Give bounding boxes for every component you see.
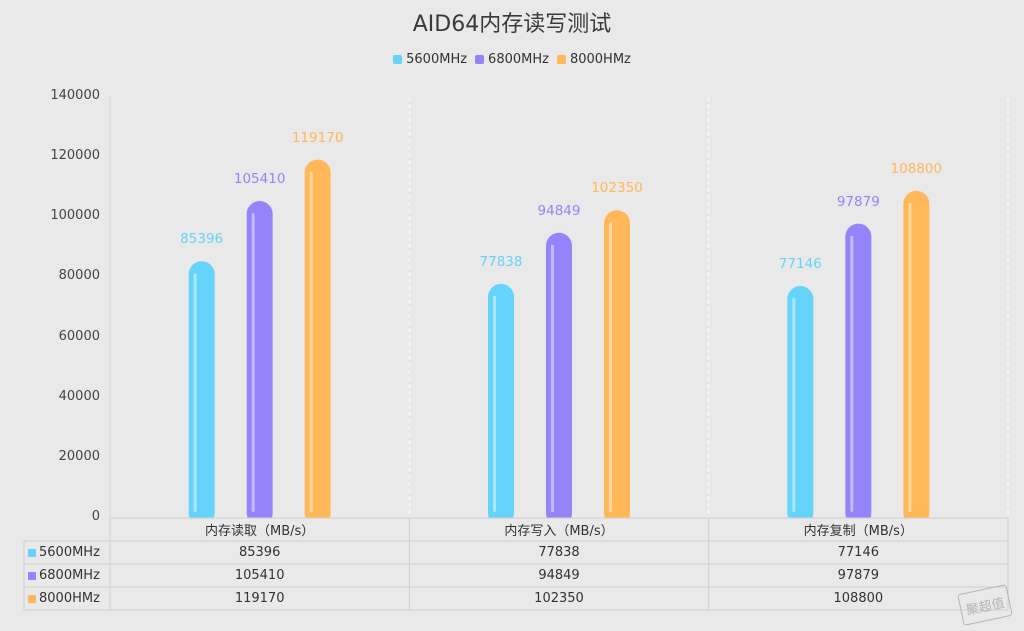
bar-highlight xyxy=(609,222,612,512)
table-value-cell: 119170 xyxy=(234,591,285,606)
table-row-name: 6800MHz xyxy=(39,568,100,583)
y-tick-label: 100000 xyxy=(50,208,100,224)
table-row-swatch xyxy=(28,594,36,603)
bar xyxy=(845,223,872,526)
table-value-cell: 102350 xyxy=(534,591,584,606)
table-row-swatch xyxy=(28,571,36,580)
legend-item[interactable]: 6800MHz xyxy=(475,52,549,67)
data-label: 94849 xyxy=(537,202,581,219)
legend-swatch xyxy=(556,55,566,64)
table-value-cell: 77838 xyxy=(538,545,580,560)
data-label: 108800 xyxy=(890,160,943,177)
data-label: 119170 xyxy=(291,129,344,146)
data-label: 85396 xyxy=(180,231,224,248)
data-label: 77838 xyxy=(479,253,523,270)
y-tick-label: 40000 xyxy=(58,388,100,404)
baseline-cover xyxy=(110,518,1008,528)
bar xyxy=(488,283,514,526)
bar-highlight xyxy=(193,273,197,512)
data-label: 77146 xyxy=(778,256,822,272)
y-tick-label: 140000 xyxy=(50,88,100,103)
data-label: 97879 xyxy=(836,193,880,210)
bar-highlight xyxy=(792,298,796,512)
table-value-cell: 94849 xyxy=(538,568,580,583)
table-row-name: 8000HMz xyxy=(39,591,100,606)
bar-highlight xyxy=(251,213,255,512)
bar-highlight xyxy=(850,235,854,512)
legend-label: 5600MHz xyxy=(406,52,468,67)
table-value-cell: 105410 xyxy=(234,568,285,583)
legend-label: 8000HMz xyxy=(569,52,631,67)
bar xyxy=(604,210,630,526)
watermark-text: 聚超值 xyxy=(964,595,1007,619)
bar xyxy=(903,190,930,526)
table-value-cell: 77146 xyxy=(837,545,879,560)
y-tick-label: 20000 xyxy=(58,448,100,464)
legend-swatch xyxy=(393,55,403,64)
bar xyxy=(188,261,215,526)
table-row-label: 8000HMz xyxy=(24,587,110,610)
bar-highlight xyxy=(551,244,554,512)
table-row-label: 5600MHz xyxy=(24,541,110,564)
table-value-cell: 108800 xyxy=(833,591,884,606)
table-header-cell: 内存复制（MB/s） xyxy=(803,524,913,539)
chart-title: AID64内存读写测试 xyxy=(412,12,612,37)
y-tick-label: 80000 xyxy=(58,268,100,284)
bar xyxy=(246,201,273,526)
table-header-cell: 内存读取（MB/s） xyxy=(205,524,315,539)
data-label: 102350 xyxy=(591,180,643,197)
table-header-cell: 内存写入（MB/s） xyxy=(504,524,614,539)
table-row-swatch xyxy=(28,548,36,557)
y-tick-label: 0 xyxy=(91,509,100,524)
legend-item[interactable]: 5600MHz xyxy=(393,52,467,67)
bar-highlight xyxy=(908,202,912,512)
bar xyxy=(546,232,572,526)
bar-highlight xyxy=(493,295,496,512)
bar xyxy=(304,159,331,526)
table-value-cell: 97879 xyxy=(837,568,879,583)
table-row-label: 6800MHz xyxy=(24,564,110,587)
table-value-cell: 85396 xyxy=(238,545,281,560)
bar-highlight xyxy=(309,171,313,512)
table-row-name: 5600MHz xyxy=(39,545,100,560)
data-label: 105410 xyxy=(233,171,286,188)
legend-label: 6800MHz xyxy=(488,52,549,67)
bar xyxy=(787,286,814,526)
chart-legend: 5600MHz 6800MHz 8000HMz xyxy=(0,52,1024,67)
y-tick-label: 60000 xyxy=(58,328,100,344)
legend-swatch xyxy=(475,55,485,64)
legend-item[interactable]: 8000HMz xyxy=(556,52,631,67)
y-tick-label: 120000 xyxy=(50,148,100,164)
